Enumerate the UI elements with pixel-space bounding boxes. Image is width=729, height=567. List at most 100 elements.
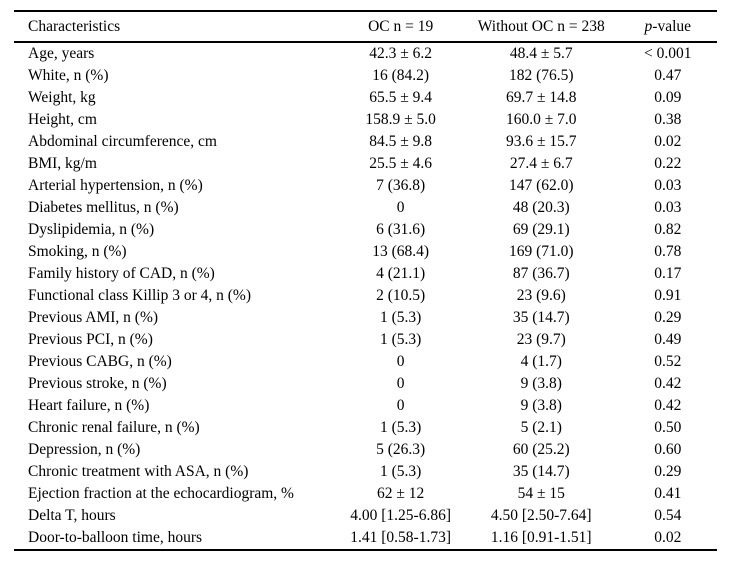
value-cell: 0 (396, 199, 405, 216)
characteristic-label: Delta T, hours (28, 507, 116, 524)
value-cell: 0.17 (654, 265, 682, 282)
value-cell: 0.41 (654, 485, 682, 502)
value-cell: 0.60 (654, 441, 682, 458)
value-cell: 65.5 ± 9.4 (369, 89, 433, 106)
value-cell: 48.4 ± 5.7 (509, 45, 573, 62)
value-cell: 0.03 (654, 199, 682, 216)
table-row: Previous AMI, n (%) 1 (5.3) 35 (14.7) 0.29 (14, 307, 717, 329)
table-row: White, n (%) 16 (84.2) 182 (76.5) 0.47 (14, 65, 717, 87)
characteristic-label: Previous stroke, n (%) (28, 375, 167, 392)
characteristic-label: Height, cm (28, 111, 97, 128)
table-header: Characteristics OC n = 19 Without OC n = 2… (14, 11, 717, 43)
characteristic-label: Ejection fraction at the echocardiogram,… (28, 485, 294, 502)
value-cell: 0.54 (654, 507, 682, 524)
value-cell: 1 (5.3) (379, 309, 422, 326)
characteristic-label: Chronic treatment with ASA, n (%) (28, 463, 249, 480)
column-header: p-value (618, 11, 717, 43)
value-cell: 0.02 (654, 133, 682, 150)
value-cell: 23 (9.7) (516, 331, 566, 348)
value-cell: 0.47 (654, 67, 682, 84)
characteristic-label: BMI, kg/m (28, 155, 97, 172)
value-cell: 0.42 (654, 397, 682, 414)
characteristic-label: Chronic renal failure, n (%) (28, 419, 200, 436)
value-cell: 0.09 (654, 89, 682, 106)
table-row: Diabetes mellitus, n (%) 0 48 (20.3) 0.03 (14, 197, 717, 219)
table-row: Arterial hypertension, n (%) 7 (36.8) 147 … (14, 175, 717, 197)
value-cell: 160.0 ± 7.0 (505, 111, 577, 128)
characteristic-label: White, n (%) (28, 67, 109, 84)
value-cell: 84.5 ± 9.8 (369, 133, 433, 150)
value-cell: 0.82 (654, 221, 682, 238)
value-cell: 69 (29.1) (512, 221, 570, 238)
value-cell: 62 ± 12 (377, 485, 425, 502)
value-cell: 5 (26.3) (376, 441, 426, 458)
characteristics-table-container: Characteristics OC n = 19 Without OC n = 2… (14, 10, 717, 551)
characteristic-label: Abdominal circumference, cm (28, 133, 217, 150)
characteristic-label: Previous PCI, n (%) (28, 331, 153, 348)
table-row: Chronic treatment with ASA, n (%) 1 (5.3)… (14, 461, 717, 483)
value-cell: 6 (31.6) (376, 221, 426, 238)
value-cell: 2 (10.5) (376, 287, 426, 304)
value-cell: 4.50 [2.50-7.64] (490, 507, 592, 524)
value-cell: 25.5 ± 4.6 (369, 155, 433, 172)
value-cell: 0.38 (654, 111, 682, 128)
value-cell: 169 (71.0) (508, 243, 574, 260)
table-row: Depression, n (%) 5 (26.3) 60 (25.2) 0.60 (14, 439, 717, 461)
table-row: Smoking, n (%) 13 (68.4) 169 (71.0) 0.78 (14, 241, 717, 263)
value-cell: 0 (396, 375, 405, 392)
value-cell: 13 (68.4) (372, 243, 430, 260)
table-row: Previous CABG, n (%) 0 4 (1.7) 0.52 (14, 351, 717, 373)
value-cell: 0 (396, 397, 405, 414)
value-cell: 69.7 ± 14.8 (505, 89, 577, 106)
characteristic-label: Smoking, n (%) (28, 243, 127, 260)
value-cell: 4.00 [1.25-6.86] (350, 507, 452, 524)
characteristic-label: Arterial hypertension, n (%) (28, 177, 203, 194)
column-header: Characteristics (14, 11, 338, 43)
value-cell: 1 (5.3) (379, 331, 422, 348)
value-cell: 1.16 [0.91-1.51] (490, 529, 592, 546)
characteristic-label: Age, years (28, 45, 95, 62)
table-row: Door-to-balloon time, hours 1.41 [0.58-1.… (14, 527, 717, 550)
value-cell: 0.78 (654, 243, 682, 260)
characteristic-label: Dyslipidemia, n (%) (28, 221, 155, 238)
value-cell: 9 (3.8) (520, 375, 562, 392)
value-cell: 60 (25.2) (512, 441, 570, 458)
table-row: BMI, kg/m 25.5 ± 4.6 27.4 ± 6.7 0.22 (14, 153, 717, 175)
value-cell: 16 (84.2) (372, 67, 430, 84)
value-cell: 4 (21.1) (376, 265, 426, 282)
table-row: Abdominal circumference, cm 84.5 ± 9.8 93.… (14, 131, 717, 153)
value-cell: 4 (1.7) (520, 353, 562, 370)
table-row: Delta T, hours 4.00 [1.25-6.86] 4.50 [2.50… (14, 505, 717, 527)
value-cell: < 0.001 (644, 45, 692, 62)
value-cell: 48 (20.3) (512, 199, 570, 216)
value-cell: 23 (9.6) (516, 287, 566, 304)
value-cell: 0.50 (654, 419, 682, 436)
value-cell: 35 (14.7) (512, 309, 570, 326)
characteristic-label: Previous AMI, n (%) (28, 309, 159, 326)
value-cell: 0 (396, 353, 405, 370)
characteristics-table: Characteristics OC n = 19 Without OC n = 2… (14, 10, 717, 551)
value-cell: 0.29 (654, 309, 682, 326)
value-cell: 1 (5.3) (379, 419, 422, 436)
value-cell: 0.22 (654, 155, 682, 172)
table-row: Chronic renal failure, n (%) 1 (5.3) 5 (2.… (14, 417, 717, 439)
table-row: Weight, kg 65.5 ± 9.4 69.7 ± 14.8 0.09 (14, 87, 717, 109)
value-cell: 9 (3.8) (520, 397, 562, 414)
characteristic-label: Family history of CAD, n (%) (28, 265, 215, 282)
value-cell: 93.6 ± 15.7 (505, 133, 577, 150)
value-cell: 35 (14.7) (512, 463, 570, 480)
column-header: Without OC n = 238 (463, 11, 619, 43)
characteristic-label: Weight, kg (28, 89, 96, 106)
value-cell: 0.49 (654, 331, 682, 348)
value-cell: 0.02 (654, 529, 682, 546)
value-cell: 0.29 (654, 463, 682, 480)
characteristic-label: Door-to-balloon time, hours (28, 529, 203, 546)
column-header: OC n = 19 (337, 11, 464, 43)
value-cell: 27.4 ± 6.7 (509, 155, 573, 172)
value-cell: 0.91 (654, 287, 682, 304)
table-header-row: Characteristics OC n = 19 Without OC n = 2… (14, 11, 717, 43)
table-row: Previous PCI, n (%) 1 (5.3) 23 (9.7) 0.49 (14, 329, 717, 351)
characteristic-label: Previous CABG, n (%) (28, 353, 172, 370)
table-body: Age, years 42.3 ± 6.2 48.4 ± 5.7 < 0.001 Whi… (14, 42, 717, 550)
table-row: Ejection fraction at the echocardiogram,… (14, 483, 717, 505)
